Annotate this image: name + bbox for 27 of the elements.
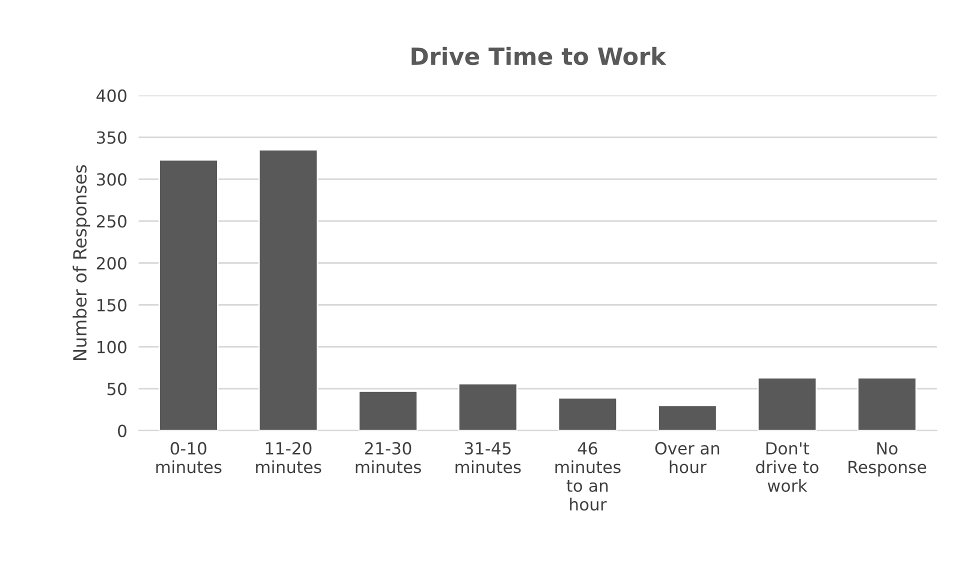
x-tick-label: 21-30 minutes: [356, 442, 421, 474]
y-tick-label: 50: [108, 382, 126, 396]
x-tick-label: Don't drive to work: [756, 442, 818, 492]
y-tick-label: 350: [96, 131, 126, 144]
y-tick-label: 300: [96, 173, 126, 186]
y-tick-label: 400: [96, 89, 126, 102]
bar: [158, 159, 218, 431]
x-tick-label: 11-20 minutes: [256, 442, 322, 474]
y-axis-title: Number of Responses: [72, 165, 90, 360]
x-tick-label: 46 minutes to an hour: [555, 442, 621, 511]
bar: [757, 377, 818, 431]
bar: [857, 377, 917, 431]
bar: [258, 149, 318, 431]
y-tick-label: 250: [96, 215, 126, 228]
x-tick-label: 31-45 minutes: [456, 442, 521, 474]
y-tick-label: 0: [118, 424, 126, 438]
bar: [358, 390, 418, 431]
y-tick-label: 200: [96, 256, 126, 270]
chart-title: Drive Time to Work: [412, 46, 666, 66]
x-tick-label: 0-10 minutes: [156, 442, 222, 474]
y-tick-label: 100: [98, 340, 126, 354]
x-tick-label: Over an hour: [655, 442, 720, 474]
bar: [558, 397, 618, 431]
bar: [658, 404, 718, 431]
x-tick-label: No Response: [848, 442, 926, 477]
y-tick-label: 150: [98, 298, 126, 312]
bar: [458, 382, 518, 431]
